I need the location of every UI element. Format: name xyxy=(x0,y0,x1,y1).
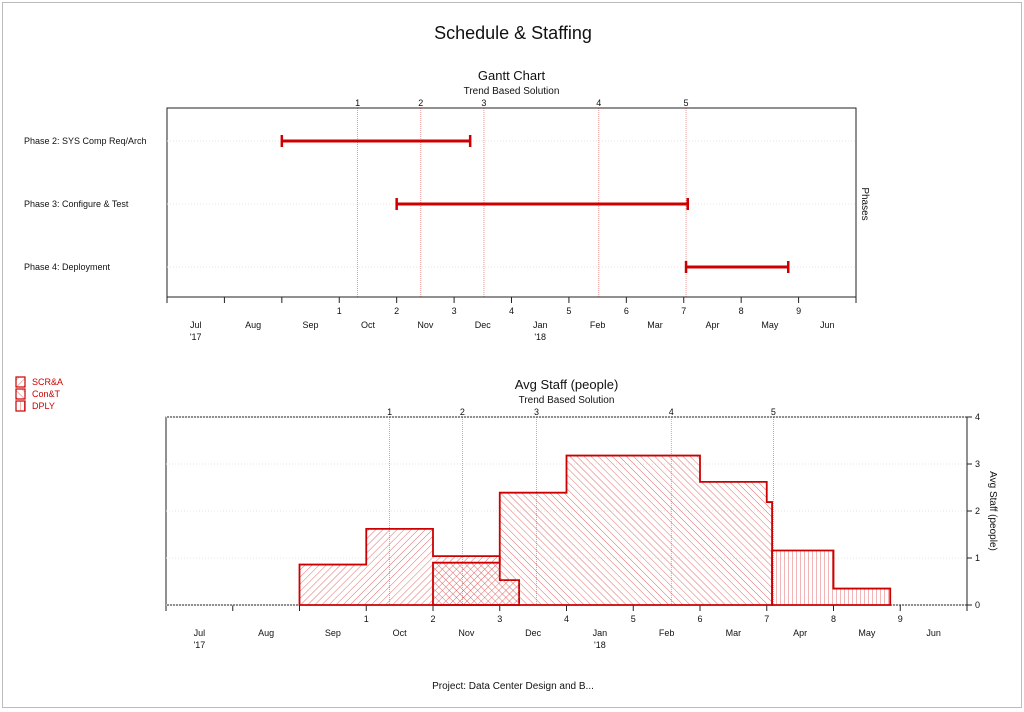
x-tick-label: 2 xyxy=(394,306,399,316)
legend-swatch xyxy=(15,400,26,412)
legend-swatch xyxy=(15,388,26,400)
x-tick-label: 8 xyxy=(739,306,744,316)
year-label: '18 xyxy=(534,332,546,342)
y-axis-label: Phases xyxy=(859,187,870,220)
milestone-label: 3 xyxy=(481,98,486,108)
x-tick-label: 5 xyxy=(566,306,571,316)
y-tick-label: 0 xyxy=(975,600,980,610)
milestone-label: 3 xyxy=(534,407,539,417)
year-label: '18 xyxy=(594,640,606,650)
month-label: Jan xyxy=(593,628,608,638)
month-label: Nov xyxy=(417,320,434,330)
x-tick-label: 9 xyxy=(898,614,903,624)
x-tick-label: 6 xyxy=(697,614,702,624)
month-label: Aug xyxy=(258,628,274,638)
x-tick-label: 1 xyxy=(364,614,369,624)
x-tick-label: 4 xyxy=(564,614,569,624)
month-label: Jul xyxy=(190,320,202,330)
y-axis-label: Avg Staff (people) xyxy=(987,471,998,551)
legend-swatch xyxy=(15,376,26,388)
month-label: Aug xyxy=(245,320,261,330)
milestone-label: 4 xyxy=(669,407,674,417)
month-label: Feb xyxy=(590,320,606,330)
gantt-chart: Gantt Chart Trend Based Solution 1 2 3 4 5 1 2 3 4… xyxy=(24,68,870,342)
x-tick-label: 8 xyxy=(831,614,836,624)
legend-label: DPLY xyxy=(32,401,55,411)
x-tick-label: 4 xyxy=(509,306,514,316)
staff-area xyxy=(771,549,892,606)
legend-label: Con&T xyxy=(32,389,61,399)
milestone-label: 1 xyxy=(387,407,392,417)
y-tick-label: 1 xyxy=(975,553,980,563)
chart-subtitle: Trend Based Solution xyxy=(464,86,560,97)
month-label: Mar xyxy=(726,628,742,638)
chart-title: Avg Staff (people) xyxy=(515,377,619,392)
chart-subtitle: Trend Based Solution xyxy=(519,395,615,406)
month-label: Feb xyxy=(659,628,675,638)
month-label: Jan xyxy=(533,320,548,330)
x-tick-label: 3 xyxy=(497,614,502,624)
month-label: May xyxy=(858,628,876,638)
x-tick-label: 9 xyxy=(796,306,801,316)
x-tick-label: 2 xyxy=(430,614,435,624)
milestone-label: 2 xyxy=(418,98,423,108)
y-tick-label: 3 xyxy=(975,459,980,469)
series-dply xyxy=(771,549,892,606)
month-label: Dec xyxy=(525,628,542,638)
month-label: Oct xyxy=(361,320,376,330)
month-label: Jun xyxy=(926,628,941,638)
month-label: Dec xyxy=(475,320,492,330)
x-tick-label: 3 xyxy=(452,306,457,316)
phase-label: Phase 4: Deployment xyxy=(24,262,111,272)
project-footer: Project: Data Center Design and B... xyxy=(432,681,594,692)
month-label: Mar xyxy=(647,320,663,330)
phase-label: Phase 3: Configure & Test xyxy=(24,199,129,209)
month-label: Apr xyxy=(705,320,719,330)
legend-label: SCR&A xyxy=(32,377,63,387)
month-label: Apr xyxy=(793,628,807,638)
y-tick-label: 4 xyxy=(975,412,980,422)
milestone-label: 5 xyxy=(684,98,689,108)
figure-title: Schedule & Staffing xyxy=(434,23,592,43)
y-tick-label: 2 xyxy=(975,506,980,516)
chart-title: Gantt Chart xyxy=(478,68,546,83)
staff-legend: SCR&A Con&T DPLY xyxy=(15,376,63,412)
milestone-label: 1 xyxy=(355,98,360,108)
staff-area xyxy=(432,454,773,606)
series-cont xyxy=(432,454,773,606)
month-label: May xyxy=(761,320,779,330)
x-tick-label: 7 xyxy=(681,306,686,316)
milestone-label: 5 xyxy=(771,407,776,417)
milestone-label: 4 xyxy=(596,98,601,108)
phase-label: Phase 2: SYS Comp Req/Arch xyxy=(24,136,147,146)
month-label: Oct xyxy=(393,628,408,638)
year-label: '17 xyxy=(190,332,202,342)
x-tick-label: 5 xyxy=(631,614,636,624)
milestone-label: 2 xyxy=(460,407,465,417)
month-label: Jul xyxy=(194,628,206,638)
month-label: Sep xyxy=(303,320,319,330)
x-tick-label: 1 xyxy=(337,306,342,316)
x-tick-label: 7 xyxy=(764,614,769,624)
month-label: Sep xyxy=(325,628,341,638)
x-tick-label: 6 xyxy=(624,306,629,316)
staff-chart: Avg Staff (people) Trend Based Solution 1 2… xyxy=(165,377,998,650)
year-label: '17 xyxy=(194,640,206,650)
month-label: Jun xyxy=(820,320,835,330)
month-label: Nov xyxy=(458,628,475,638)
